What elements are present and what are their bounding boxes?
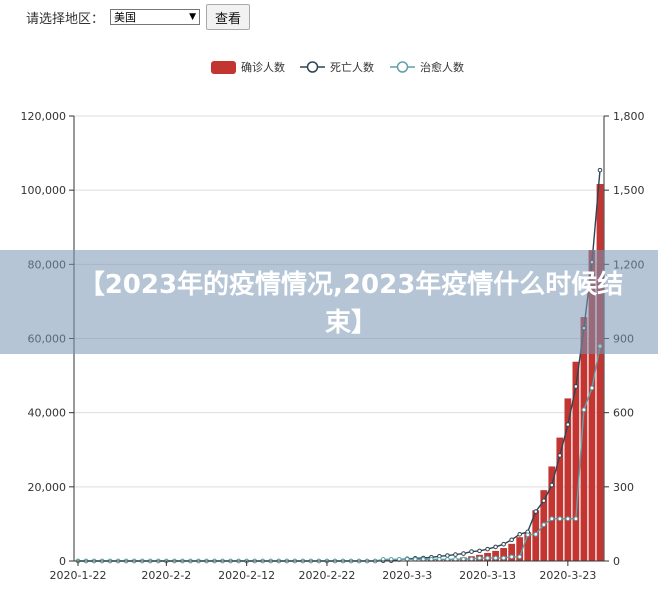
left-axis-tick-label: 100,000 (21, 184, 67, 197)
x-axis-tick-label: 2020-2-12 (218, 569, 275, 582)
title-banner (0, 250, 658, 354)
region-controls: 请选择地区： 美国 ▼ 查看 (26, 4, 251, 30)
x-axis-tick-label: 2020-2-2 (141, 569, 191, 582)
data-point (453, 552, 458, 557)
legend-label: 死亡人数 (330, 60, 374, 74)
bar (580, 317, 588, 561)
region-select-value: 美国 (114, 11, 137, 24)
bar (596, 184, 604, 561)
legend-marker (306, 61, 319, 73)
data-point (581, 407, 587, 413)
data-point (493, 544, 498, 550)
legend-swatch (211, 61, 236, 74)
left-axis-tick-label: 20,000 (28, 481, 67, 494)
legend-marker (396, 61, 409, 73)
right-axis-tick-label: 300 (613, 481, 634, 494)
series-line (78, 170, 601, 562)
data-point (533, 532, 539, 537)
bar (500, 548, 507, 561)
bar (548, 466, 556, 561)
data-point (509, 554, 514, 560)
legend-label: 确诊人数 (241, 60, 285, 74)
right-axis-tick-label: 1,500 (613, 184, 645, 197)
data-point (469, 556, 474, 562)
data-point (589, 385, 595, 391)
series-line (78, 346, 601, 562)
data-point (445, 553, 450, 558)
data-point (533, 509, 539, 514)
bar (556, 437, 564, 561)
data-point (573, 384, 579, 389)
data-point (461, 551, 466, 556)
view-button[interactable]: 查看 (206, 4, 251, 30)
data-point (485, 546, 490, 552)
data-point (557, 453, 563, 458)
x-axis-tick-label: 2020-3-3 (382, 569, 432, 582)
data-point (541, 522, 547, 527)
bar (516, 537, 524, 561)
data-point (477, 548, 482, 554)
left-axis-tick-label: 40,000 (28, 407, 67, 420)
right-axis-tick-label: 0 (613, 555, 620, 568)
data-point (517, 532, 522, 537)
x-axis-tick-label: 2020-3-23 (539, 569, 596, 582)
data-point (597, 167, 603, 173)
bar (564, 398, 572, 561)
left-axis-tick-label: 0 (59, 555, 66, 568)
x-axis-tick-label: 2020-1-22 (50, 569, 107, 582)
data-point (485, 555, 490, 561)
data-point (549, 516, 555, 522)
banner-title: 【2023年的疫情情况,2023年疫情什么时候结束】 (78, 270, 624, 338)
data-point (501, 555, 506, 561)
right-axis-tick-label: 600 (613, 407, 634, 420)
data-point (493, 555, 498, 561)
data-point (461, 556, 466, 562)
legend-label: 治愈人数 (420, 60, 464, 74)
data-point (477, 555, 482, 561)
data-point (565, 422, 571, 427)
data-point (541, 498, 547, 503)
right-axis-tick-label: 1,800 (613, 110, 645, 123)
data-point (509, 537, 514, 543)
region-label: 请选择地区： (26, 11, 105, 27)
data-point (549, 482, 555, 488)
x-axis-tick-label: 2020-2-22 (298, 569, 355, 582)
left-axis-tick-label: 120,000 (21, 110, 67, 123)
data-point (565, 516, 571, 522)
x-axis-tick-label: 2020-3-13 (459, 569, 516, 582)
data-point (469, 549, 474, 554)
region-select[interactable]: 美国 ▼ (110, 9, 201, 25)
data-point (517, 554, 522, 560)
bar (524, 532, 532, 561)
data-point (573, 516, 579, 522)
bar (508, 543, 516, 561)
bar (572, 361, 580, 561)
data-point (501, 541, 506, 547)
bar (588, 250, 596, 562)
data-point (557, 516, 563, 522)
data-point (525, 532, 531, 538)
chevron-down-icon: ▼ (189, 12, 197, 22)
